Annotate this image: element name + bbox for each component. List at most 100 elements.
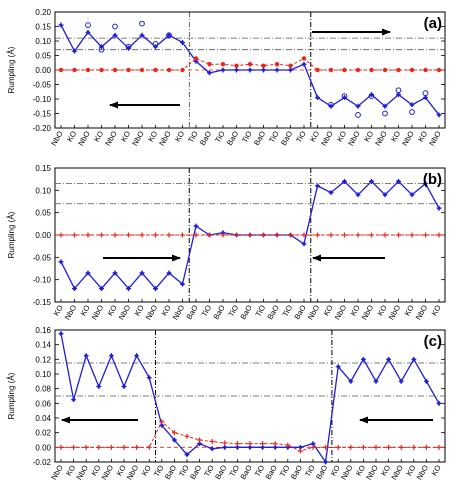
x-tick-label: NbO <box>90 303 106 321</box>
data-point <box>356 193 360 197</box>
x-tick-label: NbO <box>125 463 141 481</box>
data-point <box>234 63 239 68</box>
x-tick-label: NbO <box>427 129 443 147</box>
data-point <box>140 33 144 37</box>
data-point <box>85 232 91 238</box>
data-point <box>275 68 279 72</box>
data-point <box>135 354 139 358</box>
data-point <box>383 104 387 108</box>
data-point <box>194 224 198 228</box>
x-tick-label: NbO <box>346 129 362 147</box>
data-point <box>84 354 88 358</box>
x-tick-label: NbO <box>319 129 335 147</box>
data-point <box>72 49 77 53</box>
data-point <box>180 232 185 238</box>
data-point <box>360 444 366 450</box>
data-point <box>85 67 91 73</box>
data-point <box>387 357 391 361</box>
data-point <box>412 357 416 361</box>
data-point <box>112 232 118 238</box>
data-point <box>436 444 442 450</box>
x-tick-label: BaO <box>213 463 228 481</box>
panel-label: (c) <box>424 333 442 350</box>
data-point <box>193 232 199 238</box>
data-point <box>122 384 126 389</box>
x-tick-label: NbO <box>400 129 416 147</box>
data-point <box>185 453 189 457</box>
data-point <box>399 379 403 383</box>
data-point <box>172 438 176 442</box>
panel-label: (a) <box>424 15 442 32</box>
data-point <box>328 67 334 73</box>
y-tick-label: 0.08 <box>35 385 51 394</box>
data-point <box>167 271 171 275</box>
data-point <box>197 437 203 443</box>
data-point <box>140 271 144 275</box>
x-tick-label: KO <box>430 463 443 477</box>
data-point <box>220 61 226 67</box>
data-point <box>72 67 77 73</box>
data-point <box>311 442 315 446</box>
data-point <box>342 232 347 238</box>
series-line <box>61 57 439 71</box>
x-tick-label: NbO <box>339 463 355 481</box>
data-point <box>234 232 239 238</box>
y-tick-label: 0.02 <box>35 429 51 438</box>
y-tick-label: 0.10 <box>35 37 51 46</box>
data-point <box>126 287 131 291</box>
data-point <box>139 67 145 73</box>
x-tick-label: NbO <box>100 463 116 481</box>
x-tick-label: BaO <box>279 129 294 147</box>
y-tick-label: 0.10 <box>35 186 51 195</box>
data-point <box>166 67 172 73</box>
data-point <box>301 56 307 61</box>
data-point <box>58 232 64 238</box>
data-point <box>382 232 388 238</box>
data-point <box>355 112 361 118</box>
y-tick-label: -0.02 <box>33 458 52 467</box>
data-point <box>159 419 165 425</box>
data-point <box>153 287 158 291</box>
data-point <box>261 445 265 449</box>
data-point <box>409 109 415 115</box>
y-axis-label: Rumpling (Å) <box>7 46 16 93</box>
data-point <box>121 444 127 450</box>
data-point <box>396 179 401 183</box>
data-point <box>298 445 302 449</box>
x-tick-label: NbO <box>364 463 380 481</box>
x-tick-label: NbO <box>306 303 322 321</box>
data-point <box>323 444 329 450</box>
x-tick-label: NbO <box>414 303 430 321</box>
data-point <box>96 444 102 450</box>
x-tick-label: TiO <box>294 129 308 144</box>
data-point <box>153 232 158 238</box>
data-point <box>59 260 63 264</box>
data-point <box>349 379 353 383</box>
data-point <box>297 448 303 454</box>
data-point <box>235 445 239 449</box>
data-point <box>395 87 402 94</box>
data-point <box>167 33 171 37</box>
data-point <box>113 33 117 37</box>
data-point <box>248 445 252 449</box>
data-point <box>386 444 392 450</box>
data-point <box>342 67 347 73</box>
x-tick-label: BaO <box>163 463 178 481</box>
data-point <box>108 444 114 450</box>
data-point <box>260 441 266 447</box>
x-tick-label: NbO <box>389 463 405 481</box>
data-point <box>171 430 177 436</box>
data-point <box>369 179 374 183</box>
data-point <box>336 365 340 369</box>
x-tick-label: NbO <box>103 129 119 147</box>
data-point <box>59 23 63 27</box>
x-tick-label: NbO <box>171 303 187 321</box>
data-point <box>99 67 104 73</box>
data-point <box>72 287 77 291</box>
x-tick-label: BaO <box>238 303 253 321</box>
y-tick-label: -0.05 <box>33 81 52 90</box>
y-tick-label: -0.20 <box>33 124 52 133</box>
y-tick-label: 0.05 <box>35 209 51 218</box>
data-point <box>58 67 64 73</box>
y-tick-label: 0.00 <box>35 231 51 240</box>
